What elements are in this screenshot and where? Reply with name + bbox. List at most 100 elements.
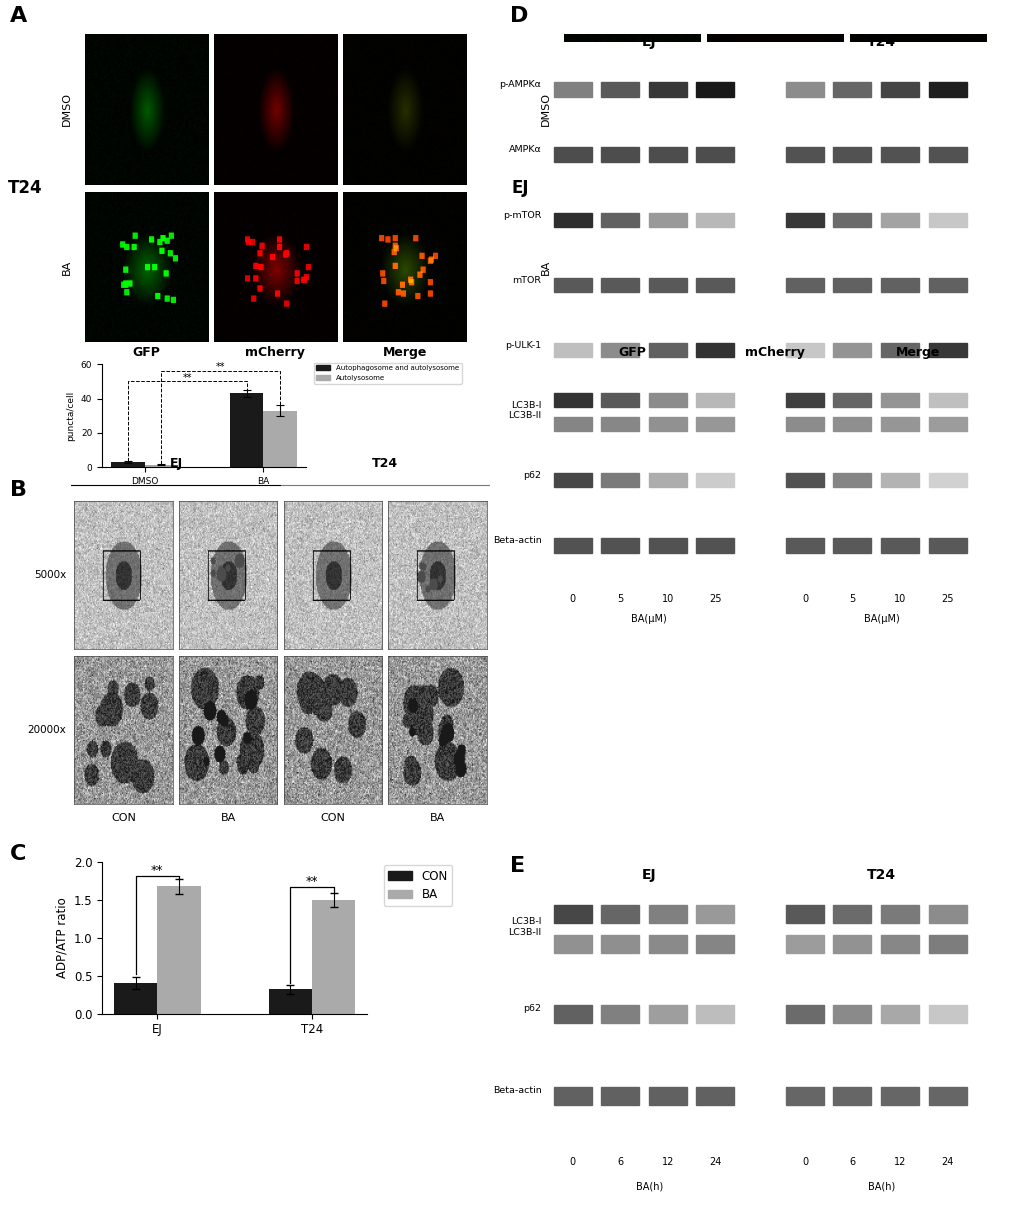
Text: BA: BA <box>61 260 71 274</box>
Bar <box>786 473 823 487</box>
Text: 24: 24 <box>708 1157 720 1167</box>
Text: AMPKα: AMPKα <box>508 146 541 154</box>
Text: BA: BA <box>220 813 235 823</box>
Bar <box>927 538 966 552</box>
Bar <box>833 147 870 161</box>
Text: GFP: GFP <box>132 346 160 359</box>
Text: D: D <box>510 6 528 25</box>
Bar <box>600 538 639 552</box>
Bar <box>553 342 591 357</box>
Bar <box>696 418 734 431</box>
Text: GFP: GFP <box>618 346 646 359</box>
Text: BA: BA <box>429 813 444 823</box>
Bar <box>553 935 591 953</box>
Bar <box>927 83 966 97</box>
Bar <box>553 147 591 161</box>
Bar <box>786 538 823 552</box>
Text: 0: 0 <box>569 1157 575 1167</box>
Text: 25: 25 <box>941 594 953 605</box>
Text: EJ: EJ <box>511 180 529 197</box>
Bar <box>145 465 177 467</box>
Bar <box>927 1005 966 1023</box>
Bar <box>648 538 686 552</box>
Text: mTOR: mTOR <box>512 276 541 285</box>
Bar <box>553 418 591 431</box>
Text: **: ** <box>182 373 192 382</box>
Text: 20000x: 20000x <box>28 725 66 734</box>
Bar <box>696 473 734 487</box>
Bar <box>833 83 870 97</box>
Bar <box>880 906 918 923</box>
Legend: Autophagosome and autolysosome, Autolysosome: Autophagosome and autolysosome, Autolyso… <box>313 363 462 384</box>
Bar <box>621 368 654 467</box>
Bar <box>696 1005 734 1023</box>
Bar <box>833 906 870 923</box>
Bar <box>833 418 870 431</box>
Bar <box>880 342 918 357</box>
Bar <box>600 935 639 953</box>
Text: Merge: Merge <box>382 346 426 359</box>
Bar <box>786 906 823 923</box>
Bar <box>880 147 918 161</box>
Bar <box>553 393 591 407</box>
Text: DMSO: DMSO <box>61 92 71 126</box>
Bar <box>648 147 686 161</box>
Text: **: ** <box>216 362 225 373</box>
Text: p-mTOR: p-mTOR <box>502 210 541 220</box>
Text: 12: 12 <box>661 1157 674 1167</box>
Bar <box>927 1087 966 1105</box>
Bar <box>880 1005 918 1023</box>
Text: BA(h): BA(h) <box>867 1181 895 1192</box>
Bar <box>927 906 966 923</box>
Bar <box>927 473 966 487</box>
Bar <box>553 473 591 487</box>
Text: Merge: Merge <box>895 346 940 359</box>
Bar <box>600 418 639 431</box>
Bar <box>696 83 734 97</box>
Bar <box>696 147 734 161</box>
Bar <box>786 212 823 227</box>
Text: 25: 25 <box>708 594 720 605</box>
Text: mCherry: mCherry <box>745 346 804 359</box>
Text: 10: 10 <box>893 594 905 605</box>
Bar <box>833 473 870 487</box>
Text: **: ** <box>726 359 735 369</box>
Bar <box>553 212 591 227</box>
Text: T24: T24 <box>8 180 43 197</box>
Text: BA: BA <box>540 260 550 274</box>
Bar <box>230 393 263 467</box>
Bar <box>833 278 870 293</box>
Bar <box>833 1005 870 1023</box>
Bar <box>696 1087 734 1105</box>
Text: 24: 24 <box>941 1157 953 1167</box>
Bar <box>772 410 806 467</box>
Bar <box>648 1005 686 1023</box>
Text: 12: 12 <box>893 1157 905 1167</box>
Text: CON: CON <box>320 813 344 823</box>
Text: T24: T24 <box>866 35 896 49</box>
Bar <box>786 935 823 953</box>
Y-axis label: ADP/ATP ratio: ADP/ATP ratio <box>55 897 68 978</box>
Bar <box>786 1005 823 1023</box>
Bar <box>740 393 772 467</box>
Text: A: A <box>10 6 28 25</box>
Bar <box>927 147 966 161</box>
Text: EJ: EJ <box>641 868 656 883</box>
Bar <box>927 342 966 357</box>
Bar <box>648 418 686 431</box>
Bar <box>157 886 201 1014</box>
Bar <box>927 935 966 953</box>
Bar <box>648 906 686 923</box>
Bar <box>263 410 297 467</box>
Bar <box>880 1087 918 1105</box>
Bar <box>696 906 734 923</box>
Text: **: ** <box>692 362 701 373</box>
Bar <box>786 147 823 161</box>
Bar <box>696 393 734 407</box>
Text: p62: p62 <box>523 471 541 481</box>
Bar <box>880 278 918 293</box>
Bar <box>654 465 687 467</box>
Text: 0: 0 <box>801 1157 807 1167</box>
Bar <box>648 212 686 227</box>
Text: EJ: EJ <box>641 35 656 49</box>
